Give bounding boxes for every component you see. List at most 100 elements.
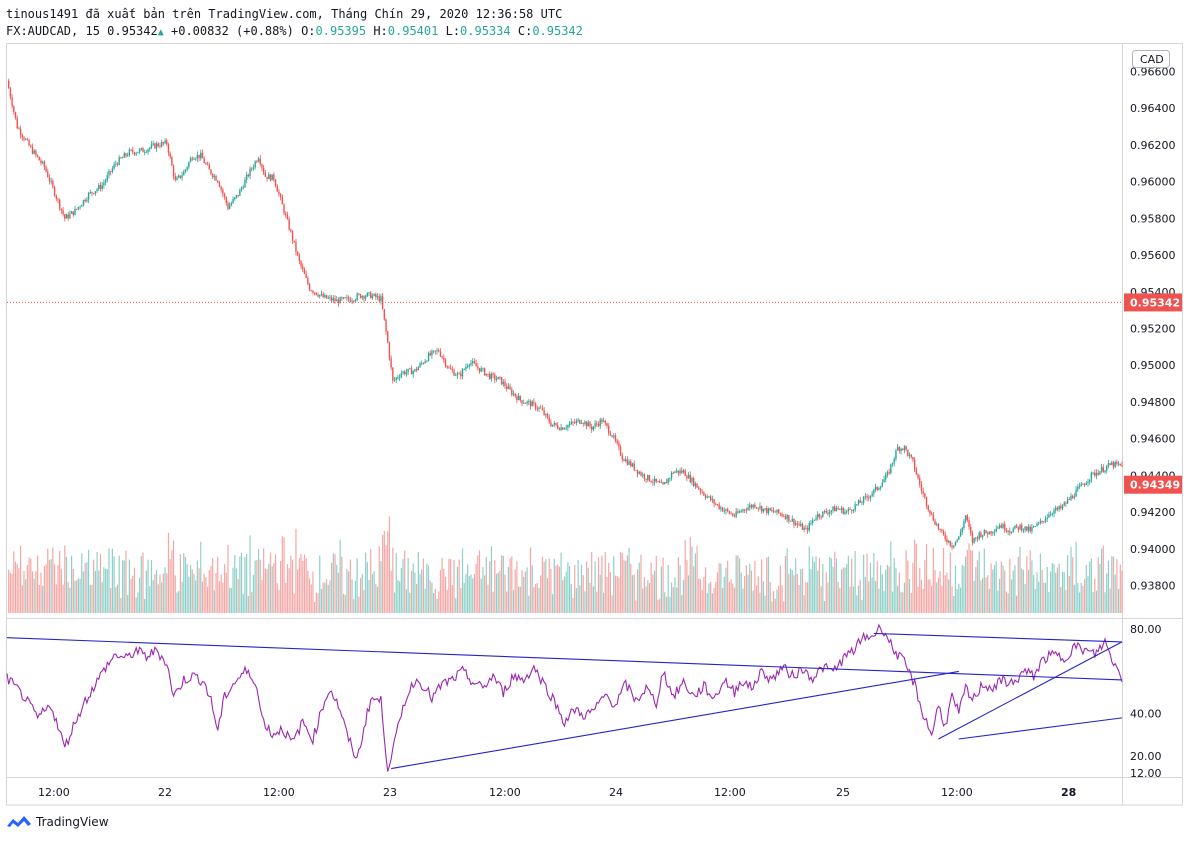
candle-body <box>28 139 30 146</box>
volume-bar <box>98 570 100 613</box>
candle-body <box>913 459 916 470</box>
candle-body <box>883 479 885 483</box>
volume-bar <box>847 555 849 613</box>
candle-body <box>220 186 222 190</box>
candle-body <box>980 532 982 537</box>
price-tick-label: 0.94200 <box>1130 506 1176 519</box>
volume-bar <box>815 556 817 613</box>
candle-body <box>652 482 654 483</box>
candle-body <box>466 366 469 368</box>
volume-bar <box>1080 583 1082 613</box>
candle-body <box>48 177 51 182</box>
candle-body <box>934 520 936 525</box>
volume-bar <box>427 565 430 613</box>
candle-body <box>888 472 890 474</box>
candle-body <box>99 185 102 189</box>
volume-bar <box>222 582 224 613</box>
candle-body <box>77 206 80 210</box>
low-value: 0.95334 <box>460 24 511 38</box>
candle-body <box>64 214 66 219</box>
candle-body <box>930 513 933 515</box>
candle-body <box>900 448 902 452</box>
rsi-trendline[interactable] <box>958 717 1123 740</box>
volume-bar <box>978 551 980 613</box>
candle-body <box>613 435 615 437</box>
rsi-trendline[interactable] <box>938 641 1123 740</box>
candle-body <box>461 369 464 377</box>
volume-bar <box>237 579 239 613</box>
volume-bar <box>132 575 134 613</box>
volume-bar <box>422 558 425 613</box>
candle-body <box>228 205 231 209</box>
candle-body <box>305 274 307 278</box>
candle-body <box>798 524 800 526</box>
rsi-tick-label: 20.00 <box>1130 750 1162 763</box>
volume-bar <box>348 571 350 613</box>
candle-body <box>111 168 114 172</box>
volume-bar <box>708 583 710 613</box>
volume-bar <box>127 595 129 613</box>
candle-body <box>1085 482 1088 486</box>
candle-body <box>281 197 284 205</box>
candle-body <box>1043 521 1045 522</box>
rsi-trendline[interactable] <box>391 670 959 770</box>
candle-body <box>1019 524 1021 530</box>
volume-bar <box>239 556 241 613</box>
volume-bar <box>393 592 396 613</box>
volume-bar <box>249 535 251 613</box>
price-tick-label: 0.94600 <box>1130 433 1176 446</box>
volume-bar <box>286 564 289 613</box>
candle-body <box>181 175 183 178</box>
candle-body <box>747 507 749 511</box>
volume-bar <box>76 580 78 613</box>
candle-body <box>371 295 374 299</box>
candle-body <box>584 421 586 425</box>
candle-body <box>43 161 46 168</box>
volume-bar <box>162 573 164 613</box>
candle-body <box>69 213 71 219</box>
volume-bar <box>276 583 278 613</box>
volume-bar <box>19 545 22 613</box>
volume-bar <box>934 570 936 613</box>
time-tick-label: 12:00 <box>489 786 521 799</box>
volume-bar <box>546 578 549 613</box>
volume-bar <box>686 559 688 613</box>
rsi-trendline[interactable] <box>873 632 1123 643</box>
volume-bar <box>518 586 520 613</box>
price-tick-label: 0.94000 <box>1130 543 1176 556</box>
volume-bar <box>116 584 119 613</box>
volume-bar <box>315 592 317 613</box>
publish-info: tinous1491 đã xuất bản trên TradingView.… <box>6 7 563 21</box>
candle-body <box>451 369 454 371</box>
volume-bar <box>9 572 11 613</box>
volume-bar <box>670 582 673 613</box>
candle-body <box>657 481 659 483</box>
volume-bar <box>966 549 968 613</box>
footer-brand[interactable]: TradingView <box>6 814 109 830</box>
candle-body <box>619 446 622 456</box>
volume-bar <box>154 574 156 613</box>
candle-body <box>735 511 737 517</box>
candle-body <box>545 413 547 415</box>
rsi-trendline[interactable] <box>6 637 1123 681</box>
candle-body <box>274 179 277 186</box>
volume-bar <box>691 546 693 613</box>
currency-label: CAD <box>1140 53 1164 66</box>
candle-body <box>38 156 40 161</box>
volume-bar <box>388 516 391 613</box>
volume-bar <box>864 576 866 613</box>
candle-body <box>1116 461 1118 464</box>
volume-bar <box>694 553 696 613</box>
volume-bar <box>976 560 979 613</box>
volume-bar <box>755 585 758 613</box>
symbol-name[interactable]: FX:AUDCAD, 15 <box>6 24 100 38</box>
candle-body <box>276 185 278 192</box>
volume-bar <box>608 562 610 613</box>
volume-bar <box>376 586 379 613</box>
volume-bar <box>786 548 788 613</box>
candle-body <box>342 297 345 299</box>
volume-bar <box>1017 556 1019 613</box>
currency-badge[interactable] <box>1132 50 1170 68</box>
candle-body <box>607 426 610 434</box>
